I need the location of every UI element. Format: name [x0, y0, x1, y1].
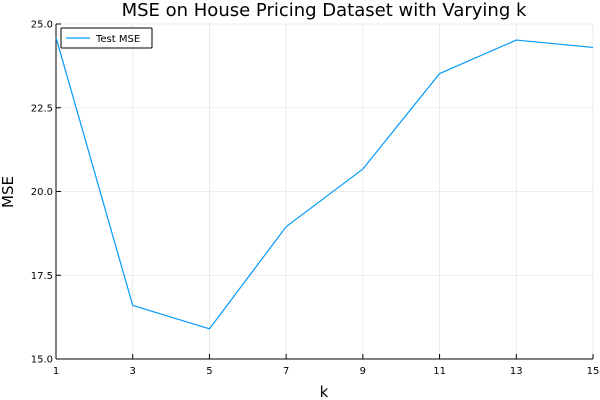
series-line-test-mse	[55, 37, 594, 330]
x-tick-label: 9	[360, 366, 366, 377]
grid-lines	[55, 23, 594, 360]
x-tick-label: 15	[587, 366, 600, 377]
x-tick-label: 7	[283, 366, 289, 377]
y-tick-label: 15.0	[31, 355, 53, 366]
x-tick-label: 3	[130, 366, 136, 377]
x-tick-label: 13	[510, 366, 523, 377]
y-tick-label: 20.0	[31, 187, 53, 198]
series-layer	[55, 37, 594, 330]
chart-title: MSE on House Pricing Dataset with Varyin…	[122, 0, 527, 21]
legend-box	[60, 27, 153, 49]
x-tick-label: 11	[433, 366, 446, 377]
legend: Test MSE	[60, 27, 153, 49]
x-axis-label: k	[320, 383, 329, 400]
x-tick-label: 5	[206, 366, 212, 377]
y-tick-label: 25.0	[31, 20, 53, 31]
y-tick-label: 22.5	[31, 103, 53, 114]
x-tick-label: 1	[53, 366, 59, 377]
y-axis-label: MSE	[0, 176, 17, 208]
y-tick-label: 17.5	[31, 271, 53, 282]
y-ticks: 15.0 17.5 20.0 22.5 25.0	[31, 20, 61, 366]
legend-label: Test MSE	[95, 34, 140, 45]
x-ticks: 1 3 5 7 9 11 13 15	[53, 354, 600, 377]
